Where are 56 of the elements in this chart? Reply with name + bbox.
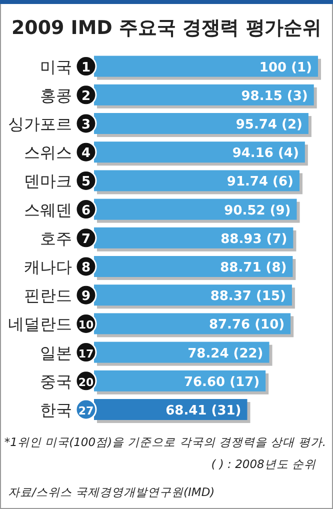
data-label: 76.60 (17) bbox=[184, 374, 260, 390]
y-tick-label: 한국 bbox=[40, 400, 72, 420]
bar: 94.16 (4) bbox=[94, 142, 308, 166]
bar: 78.24 (22) bbox=[94, 342, 272, 366]
bar: 76.60 (17) bbox=[94, 370, 269, 394]
annotation: 3 bbox=[81, 118, 91, 132]
data-label: 91.74 (6) bbox=[226, 174, 294, 190]
bar: 68.41 (31) bbox=[94, 399, 250, 423]
bar: 90.52 (9) bbox=[94, 198, 300, 223]
annotation: 7 bbox=[81, 232, 91, 247]
annotation: 9 bbox=[81, 289, 91, 304]
data-label: 100 (1) bbox=[259, 60, 312, 76]
y-tick-label: 미국 bbox=[40, 57, 72, 76]
data-label: 88.71 (8) bbox=[220, 260, 287, 276]
data-label: 95.74 (2) bbox=[236, 118, 302, 132]
bar: 98.15 (3) bbox=[94, 84, 317, 108]
y-tick-label: 일본 bbox=[40, 343, 72, 362]
y-tick-label: 네덜란드 bbox=[8, 314, 72, 334]
data-label: 98.15 (3) bbox=[241, 88, 308, 104]
y-tick-label: 싱가포르 bbox=[8, 114, 72, 134]
annotation: 20 bbox=[78, 376, 94, 389]
data-label: 78.24 (22) bbox=[188, 346, 264, 362]
annotation: 17 bbox=[78, 347, 94, 360]
y-tick-label: 덴마크 bbox=[24, 172, 72, 191]
y-tick-label: 호주 bbox=[40, 228, 72, 248]
y-tick-label: 중국 bbox=[40, 372, 72, 391]
bar: 87.76 (10) bbox=[94, 313, 294, 338]
y-tick-label: 홍콩 bbox=[40, 86, 72, 105]
annotation: 5 bbox=[81, 174, 91, 190]
data-label: 90.52 (9) bbox=[224, 203, 291, 218]
y-tick-label: 캐나다 bbox=[24, 258, 72, 276]
annotation: 2 bbox=[81, 88, 91, 104]
annotation: 6 bbox=[81, 203, 91, 218]
annotation: 10 bbox=[78, 318, 94, 332]
annotation: 27 bbox=[78, 404, 94, 418]
data-label: 88.93 (7) bbox=[220, 232, 288, 247]
data-label: 88.37 (15) bbox=[210, 289, 286, 304]
y-tick-label: 스웨덴 bbox=[24, 200, 72, 220]
text: ( ) : 2008년도 순위 bbox=[211, 457, 316, 471]
data-label: 87.76 (10) bbox=[208, 318, 285, 333]
bar: 91.74 (6) bbox=[94, 170, 302, 194]
bar: 88.93 (7) bbox=[94, 227, 296, 252]
text: 자료/스위스 국제경영개발연구원(IMD) bbox=[8, 485, 215, 499]
annotation: 1 bbox=[81, 60, 91, 76]
bar: 100 (1) bbox=[94, 56, 321, 80]
data-label: 94.16 (4) bbox=[232, 146, 299, 162]
text: *1위인 미국(100점)을 기준으로 각국의 경쟁력을 상대 평가. bbox=[4, 435, 326, 449]
y-tick-label: 핀란드 bbox=[24, 286, 72, 306]
y-tick-label: 스위스 bbox=[24, 143, 72, 162]
annotation: 4 bbox=[81, 146, 91, 162]
chart-title: 2009 IMD 주요국 경쟁력 평가순위 bbox=[12, 17, 323, 39]
bar: 88.37 (15) bbox=[94, 284, 295, 309]
annotation: 8 bbox=[81, 260, 91, 276]
bar: 88.71 (8) bbox=[94, 256, 296, 280]
bar: 95.74 (2) bbox=[94, 113, 312, 137]
data-label: 68.41 (31) bbox=[166, 404, 242, 418]
